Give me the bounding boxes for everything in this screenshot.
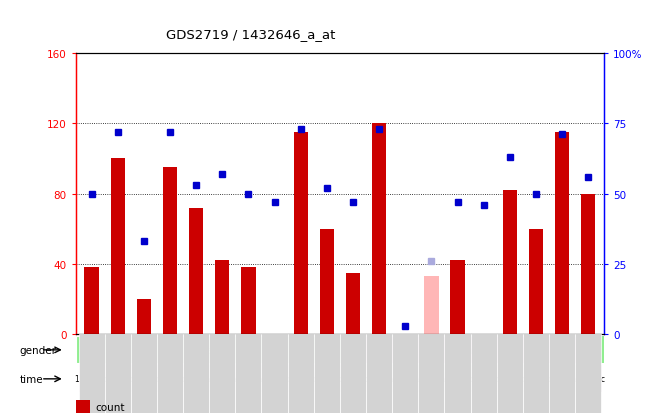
Text: 12.5 dpc: 12.5 dpc bbox=[101, 375, 134, 383]
Bar bbox=[288, 335, 314, 413]
Bar bbox=[444, 366, 471, 392]
Bar bbox=[366, 366, 392, 392]
Text: 11.5 dpc: 11.5 dpc bbox=[467, 375, 500, 383]
Text: 14.5 dpc: 14.5 dpc bbox=[389, 375, 422, 383]
Bar bbox=[314, 335, 340, 413]
Text: gender: gender bbox=[20, 345, 57, 355]
Bar bbox=[79, 335, 105, 413]
Text: GDS2719 / 1432646_a_at: GDS2719 / 1432646_a_at bbox=[166, 28, 335, 41]
Bar bbox=[236, 335, 261, 413]
Bar bbox=[418, 335, 444, 413]
Bar bbox=[314, 366, 340, 392]
Bar bbox=[110, 159, 125, 335]
Bar bbox=[294, 133, 308, 335]
Text: 14.5 dpc: 14.5 dpc bbox=[127, 375, 160, 383]
Text: 16.5 dpc: 16.5 dpc bbox=[415, 375, 448, 383]
Bar bbox=[157, 335, 183, 413]
Bar bbox=[84, 268, 99, 335]
Bar bbox=[340, 366, 366, 392]
Text: 16.5 dpc: 16.5 dpc bbox=[284, 375, 317, 383]
Text: 12.5 dpc: 12.5 dpc bbox=[232, 375, 265, 383]
Bar bbox=[183, 335, 209, 413]
Text: 14.5 dpc: 14.5 dpc bbox=[258, 375, 291, 383]
Text: male: male bbox=[195, 345, 223, 355]
Text: 16.5 dpc: 16.5 dpc bbox=[153, 375, 187, 383]
Bar bbox=[209, 366, 236, 392]
Bar bbox=[444, 335, 471, 413]
Bar bbox=[549, 335, 575, 413]
Bar bbox=[555, 133, 570, 335]
Bar bbox=[529, 229, 543, 335]
Bar bbox=[497, 335, 523, 413]
Bar bbox=[288, 366, 314, 392]
Bar bbox=[346, 273, 360, 335]
Bar bbox=[503, 191, 517, 335]
Bar bbox=[105, 366, 131, 392]
Bar bbox=[343, 337, 599, 363]
Bar bbox=[471, 366, 497, 392]
Bar bbox=[523, 335, 549, 413]
Text: female: female bbox=[451, 345, 490, 355]
Bar bbox=[581, 194, 595, 335]
Text: 18.5 dpc: 18.5 dpc bbox=[441, 375, 474, 383]
Bar bbox=[137, 299, 151, 335]
Bar bbox=[497, 366, 523, 392]
Bar bbox=[418, 366, 444, 392]
Bar bbox=[424, 277, 439, 335]
Text: 12.5 dpc: 12.5 dpc bbox=[493, 375, 526, 383]
Bar bbox=[163, 168, 177, 335]
Bar bbox=[319, 229, 334, 335]
Bar bbox=[549, 366, 575, 392]
Text: count: count bbox=[96, 401, 125, 412]
Bar bbox=[340, 335, 366, 413]
Bar bbox=[261, 366, 288, 392]
Text: 11.5 dpc: 11.5 dpc bbox=[206, 375, 239, 383]
Text: 18.5 dpc: 18.5 dpc bbox=[180, 375, 213, 383]
Bar bbox=[575, 335, 601, 413]
Bar bbox=[215, 261, 230, 335]
Text: 11.5 dpc: 11.5 dpc bbox=[75, 375, 108, 383]
Text: 14.5 dpc: 14.5 dpc bbox=[519, 375, 552, 383]
Text: 12.5 dpc: 12.5 dpc bbox=[362, 375, 395, 383]
Bar bbox=[131, 366, 157, 392]
Bar bbox=[392, 366, 418, 392]
Bar bbox=[392, 335, 418, 413]
Bar bbox=[372, 124, 386, 335]
Text: 16.5 dpc: 16.5 dpc bbox=[546, 375, 579, 383]
Bar bbox=[157, 366, 183, 392]
Bar bbox=[209, 335, 236, 413]
Bar bbox=[76, 337, 327, 363]
Bar bbox=[241, 268, 255, 335]
Bar bbox=[523, 366, 549, 392]
Text: time: time bbox=[20, 374, 44, 384]
Bar bbox=[366, 335, 392, 413]
Bar bbox=[471, 335, 497, 413]
Bar bbox=[450, 261, 465, 335]
Bar bbox=[131, 335, 157, 413]
Bar bbox=[575, 366, 601, 392]
Text: 18.5 dpc: 18.5 dpc bbox=[572, 375, 605, 383]
Bar bbox=[261, 335, 288, 413]
Bar bbox=[183, 366, 209, 392]
Bar bbox=[189, 208, 203, 335]
Bar bbox=[236, 366, 261, 392]
Text: 18.5 dpc: 18.5 dpc bbox=[310, 375, 343, 383]
Bar bbox=[105, 335, 131, 413]
Text: 11.5 dpc: 11.5 dpc bbox=[337, 375, 370, 383]
Bar bbox=[79, 366, 105, 392]
